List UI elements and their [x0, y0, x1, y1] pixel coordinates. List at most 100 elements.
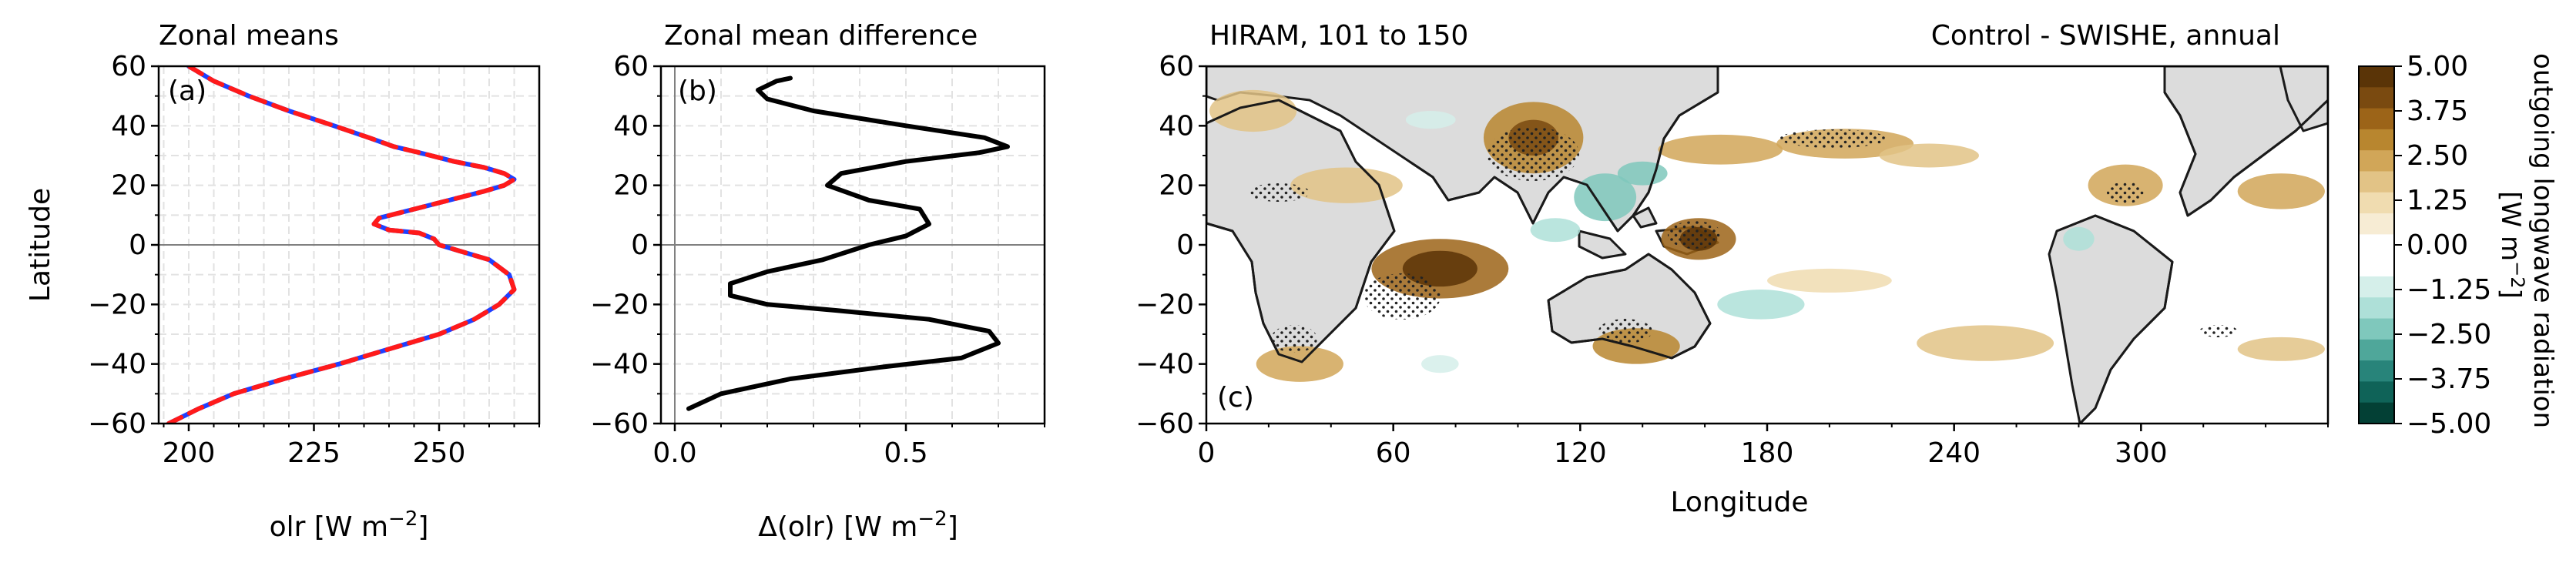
colorbar-bin — [2359, 234, 2394, 256]
anomaly-blob-11 — [2237, 173, 2325, 209]
panel-b-label: (b) — [678, 75, 717, 107]
panel-a-series — [166, 66, 517, 424]
stipple-pacific — [1668, 221, 1722, 249]
x-tick-label: 60 — [1376, 437, 1411, 469]
colorbar-tick-label: 2.50 — [2407, 140, 2468, 172]
anomaly-blob-7 — [1658, 134, 1783, 165]
series-line-2 — [166, 66, 517, 424]
colorbar-label-end: ] — [2495, 288, 2526, 298]
panel-c-label: (c) — [1217, 382, 1254, 414]
panel-b: Zonal mean difference −60 −40 −20 0 20 40 60 0.… — [590, 20, 1046, 543]
panel-a-title: Zonal means — [159, 20, 339, 52]
colorbar-bin — [2359, 171, 2394, 193]
continents — [1206, 66, 2328, 424]
stipple-australia — [1598, 319, 1652, 343]
anomaly-blob-16 — [1290, 167, 1403, 203]
significance-stippling — [1248, 127, 2238, 353]
panel-a: Zonal means −60 −40 −20 0 20 40 60 200 225 250 (a… — [25, 20, 541, 543]
y-tick-label: −40 — [590, 349, 649, 380]
continent-outlines — [1206, 66, 2328, 424]
y-tick-label: 20 — [1159, 170, 1194, 202]
colorbar-tick-label: −1.25 — [2407, 274, 2491, 306]
colorbar-swatches — [2359, 66, 2394, 424]
stipple-india — [1363, 273, 1441, 320]
outline-australia — [1547, 253, 1712, 360]
colorbar-bin — [2359, 297, 2394, 320]
colorbar-tick-label: 0.00 — [2407, 229, 2468, 261]
y-tick-label: 60 — [111, 51, 146, 82]
y-tick-label: 0 — [631, 229, 649, 261]
anomaly-blob-18 — [1767, 268, 1892, 293]
y-tick-label: 20 — [111, 170, 146, 202]
y-tick-label: −20 — [88, 289, 146, 320]
colorbar-ticks: 5.00 3.75 2.50 1.25 0.00 −1.25 −2.50 −3.75 −5.00 — [2394, 51, 2491, 440]
anomaly-blob-17 — [1209, 89, 1297, 132]
colorbar-bin — [2359, 213, 2394, 235]
y-tick-label: −40 — [88, 349, 146, 380]
panel-c-xlabel: Longitude — [1670, 487, 1808, 518]
panel-b-title: Zonal mean difference — [664, 20, 978, 52]
outline-africa — [1206, 99, 1396, 363]
panel-a-xlabel: olr [W m−2] — [270, 507, 429, 543]
outline-eurasia — [1409, 91, 1719, 233]
colorbar-tick-label: −2.50 — [2407, 319, 2491, 350]
colorbar-label: outgoing longwave radiation [W m−2] — [2495, 53, 2558, 437]
colorbar-bin — [2359, 276, 2394, 298]
x-tick-label: 200 — [163, 437, 216, 469]
colorbar-bin — [2359, 150, 2394, 172]
stipple-north-pacific — [1779, 129, 1887, 148]
panel-b-xlabel: Δ(olr) [W m−2] — [758, 507, 958, 543]
y-tick-label: 60 — [613, 51, 649, 82]
panel-a-xlabel-exp: −2 — [388, 507, 418, 531]
y-tick-label: 20 — [613, 170, 649, 202]
stipple-atlantic — [2107, 182, 2145, 203]
colorbar-bin — [2359, 108, 2394, 130]
anomaly-blob-19 — [1574, 173, 1637, 222]
panel-a-label: (a) — [168, 75, 206, 107]
y-tick-label: −60 — [88, 408, 146, 440]
colorbar-bin — [2359, 381, 2394, 404]
panel-a-xlabel-main: olr [W m — [270, 511, 388, 543]
anomaly-blob-15 — [2237, 337, 2325, 361]
colorbar-bin — [2359, 129, 2394, 151]
anomaly-blob-20 — [1617, 161, 1668, 186]
colorbar-bin — [2359, 255, 2394, 277]
y-tick-label: −60 — [1135, 408, 1194, 440]
y-tick-label: 40 — [111, 110, 146, 142]
stipple-south-africa — [1271, 325, 1317, 353]
anomaly-blob-14 — [1917, 325, 2054, 361]
x-tick-label: 0 — [1198, 437, 1216, 469]
x-tick-label: 0.0 — [652, 437, 696, 469]
colorbar-tick-label: 5.00 — [2407, 51, 2468, 82]
colorbar-tick-label: −3.75 — [2407, 363, 2491, 395]
x-tick-label: 180 — [1741, 437, 1794, 469]
colorbar-tick-label: −5.00 — [2407, 408, 2491, 440]
map-area — [1206, 66, 2328, 424]
anomaly-blob-21 — [1530, 218, 1581, 243]
panel-a-ylabel: Latitude — [25, 188, 56, 302]
colorbar-label-main: [W m — [2495, 191, 2526, 261]
stipple-africa — [1248, 183, 1310, 202]
panel-b-xlabel-exp: −2 — [917, 507, 947, 531]
panel-a-axis-ticks: −60 −40 −20 0 20 40 60 200 225 250 — [88, 51, 540, 469]
panel-b-xlabel-main: Δ(olr) [W m — [758, 511, 917, 543]
y-tick-label: −60 — [590, 408, 649, 440]
x-tick-label: 240 — [1927, 437, 1981, 469]
colorbar-label-exp: −2 — [2507, 261, 2528, 288]
y-tick-label: −20 — [590, 289, 649, 320]
panel-c-title-right: Control - SWISHE, annual — [1931, 20, 2280, 52]
stipple-china — [1487, 127, 1579, 181]
panel-c: HIRAM, 101 to 150 Control - SWISHE, annu… — [1135, 20, 2329, 518]
panel-c-axis-ticks: −60 −40 −20 0 20 40 60 0 60 120 180 240 300 — [1135, 51, 2329, 469]
colorbar-bin — [2359, 66, 2394, 88]
colorbar-label-line2: [W m−2] — [2495, 191, 2528, 298]
colorbar-bin — [2359, 402, 2394, 424]
panel-a-xlabel-end: ] — [418, 511, 428, 543]
colorbar-bin — [2359, 339, 2394, 361]
outline-north-america — [2163, 66, 2328, 217]
y-tick-label: −40 — [1135, 349, 1194, 380]
y-tick-label: 60 — [1159, 51, 1194, 82]
colorbar-bin — [2359, 360, 2394, 382]
x-tick-label: 120 — [1554, 437, 1607, 469]
